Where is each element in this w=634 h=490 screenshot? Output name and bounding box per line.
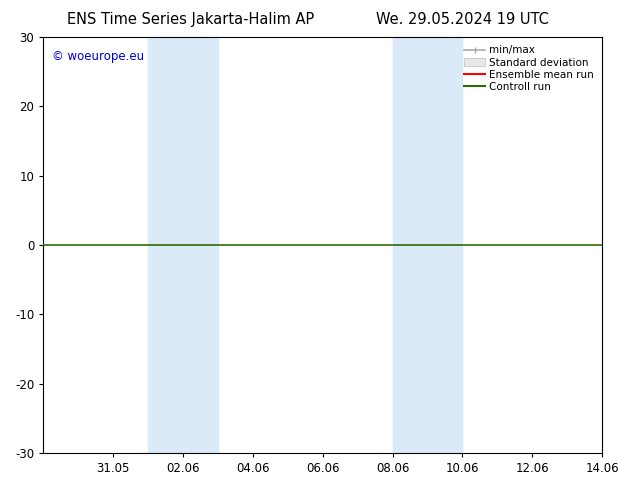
Bar [392,37,462,453]
Legend: min/max, Standard deviation, Ensemble mean run, Controll run: min/max, Standard deviation, Ensemble me… [461,42,597,95]
Bar [148,37,218,453]
Text: ENS Time Series Jakarta-Halim AP: ENS Time Series Jakarta-Halim AP [67,12,314,27]
Text: © woeurope.eu: © woeurope.eu [51,49,144,63]
Text: We. 29.05.2024 19 UTC: We. 29.05.2024 19 UTC [377,12,549,27]
